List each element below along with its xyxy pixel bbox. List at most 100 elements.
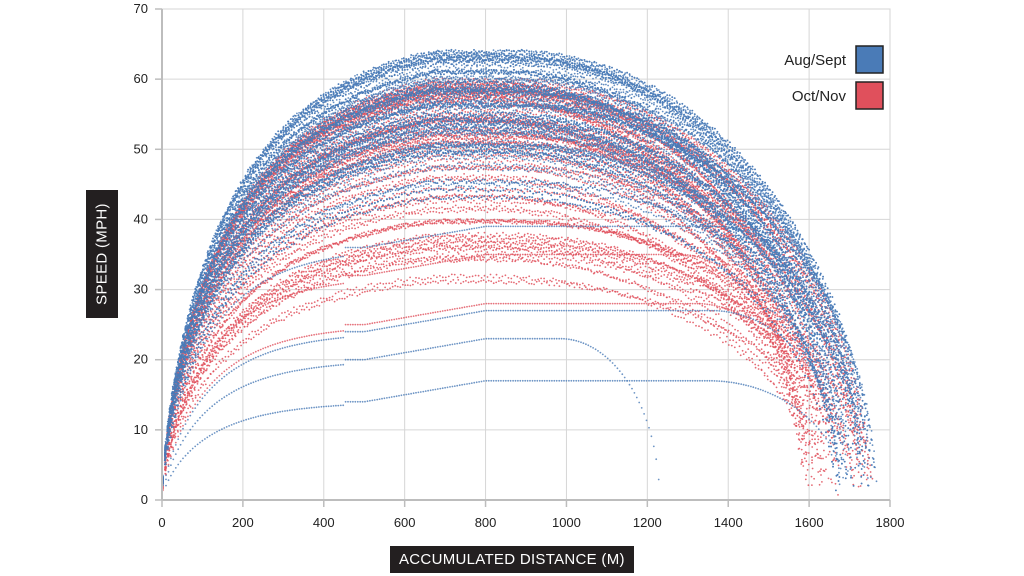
data-point — [819, 357, 821, 359]
data-point — [403, 205, 405, 207]
data-point — [229, 302, 231, 304]
data-point — [652, 197, 654, 199]
data-point — [307, 235, 309, 237]
data-point — [672, 191, 674, 193]
data-point — [235, 296, 237, 298]
data-point — [232, 298, 234, 300]
data-point — [473, 200, 475, 202]
data-point — [284, 252, 286, 254]
data-point — [351, 220, 353, 222]
data-point — [525, 203, 527, 205]
data-point — [406, 207, 408, 209]
data-point — [732, 266, 734, 268]
data-point — [409, 203, 411, 205]
data-point — [470, 202, 472, 204]
data-point — [649, 196, 651, 198]
data-point — [214, 324, 216, 326]
data-point — [296, 243, 298, 245]
data-point — [418, 203, 420, 205]
data-point — [389, 207, 391, 209]
data-point — [333, 225, 335, 227]
data-point — [589, 209, 591, 211]
data-point — [459, 199, 461, 201]
data-point — [424, 202, 426, 204]
data-point — [528, 202, 530, 204]
data-point — [795, 418, 797, 420]
data-point — [583, 161, 585, 163]
data-point — [689, 204, 691, 206]
data-point — [348, 219, 350, 221]
data-point — [249, 281, 251, 283]
data-point — [700, 247, 702, 249]
data-point — [325, 229, 327, 231]
data-point — [476, 203, 478, 205]
data-point — [485, 201, 487, 203]
data-point — [429, 200, 431, 202]
data-point — [453, 201, 455, 203]
data-point — [624, 219, 626, 221]
data-point — [345, 220, 347, 222]
data-point — [848, 422, 850, 424]
data-point — [520, 202, 522, 204]
data-point — [281, 253, 283, 255]
data-point — [365, 214, 367, 216]
data-point — [211, 326, 213, 328]
data-point — [336, 223, 338, 225]
data-point — [642, 223, 644, 225]
data-point — [339, 223, 341, 225]
data-point — [706, 252, 708, 254]
data-point — [522, 202, 524, 204]
data-point — [479, 203, 481, 205]
data-point — [461, 199, 463, 201]
data-point — [640, 191, 642, 193]
data-point — [674, 234, 676, 236]
data-point — [514, 202, 516, 204]
data-point — [371, 215, 373, 217]
data-point — [499, 202, 501, 204]
data-point — [543, 204, 545, 206]
data-point — [360, 217, 362, 219]
data-point — [595, 210, 597, 212]
data-point — [374, 214, 376, 216]
data-point — [392, 207, 394, 209]
data-point — [798, 434, 800, 436]
data-point — [226, 306, 228, 308]
data-point — [456, 200, 458, 202]
data-point — [395, 206, 397, 208]
data-point — [397, 205, 399, 207]
data-point — [659, 202, 661, 204]
data-point — [275, 256, 277, 258]
data-point — [754, 309, 756, 311]
data-point — [685, 241, 687, 243]
data-point — [490, 200, 492, 202]
data-point — [535, 149, 537, 151]
data-point — [538, 149, 540, 151]
data-point — [818, 439, 820, 441]
data-point — [435, 202, 437, 204]
data-point — [278, 254, 280, 256]
data-point — [287, 248, 289, 250]
data-point — [482, 199, 484, 201]
data-point — [788, 395, 790, 397]
data-point — [735, 268, 737, 270]
data-point — [313, 235, 315, 237]
data-point — [380, 209, 382, 211]
data-point — [310, 236, 312, 238]
data-point — [299, 243, 301, 245]
data-point — [860, 485, 862, 487]
data-point — [464, 199, 466, 201]
data-point — [354, 219, 356, 221]
data-point — [496, 202, 498, 204]
data-point — [427, 204, 429, 206]
data-point — [511, 202, 513, 204]
data-point — [447, 203, 449, 205]
data-point — [781, 320, 783, 322]
data-point — [542, 150, 544, 152]
data-point — [252, 277, 254, 279]
data-point — [517, 202, 519, 204]
data-point — [415, 203, 417, 205]
data-point — [441, 201, 443, 203]
data-point — [534, 203, 536, 205]
data-point — [505, 200, 507, 202]
data-point — [467, 201, 469, 203]
